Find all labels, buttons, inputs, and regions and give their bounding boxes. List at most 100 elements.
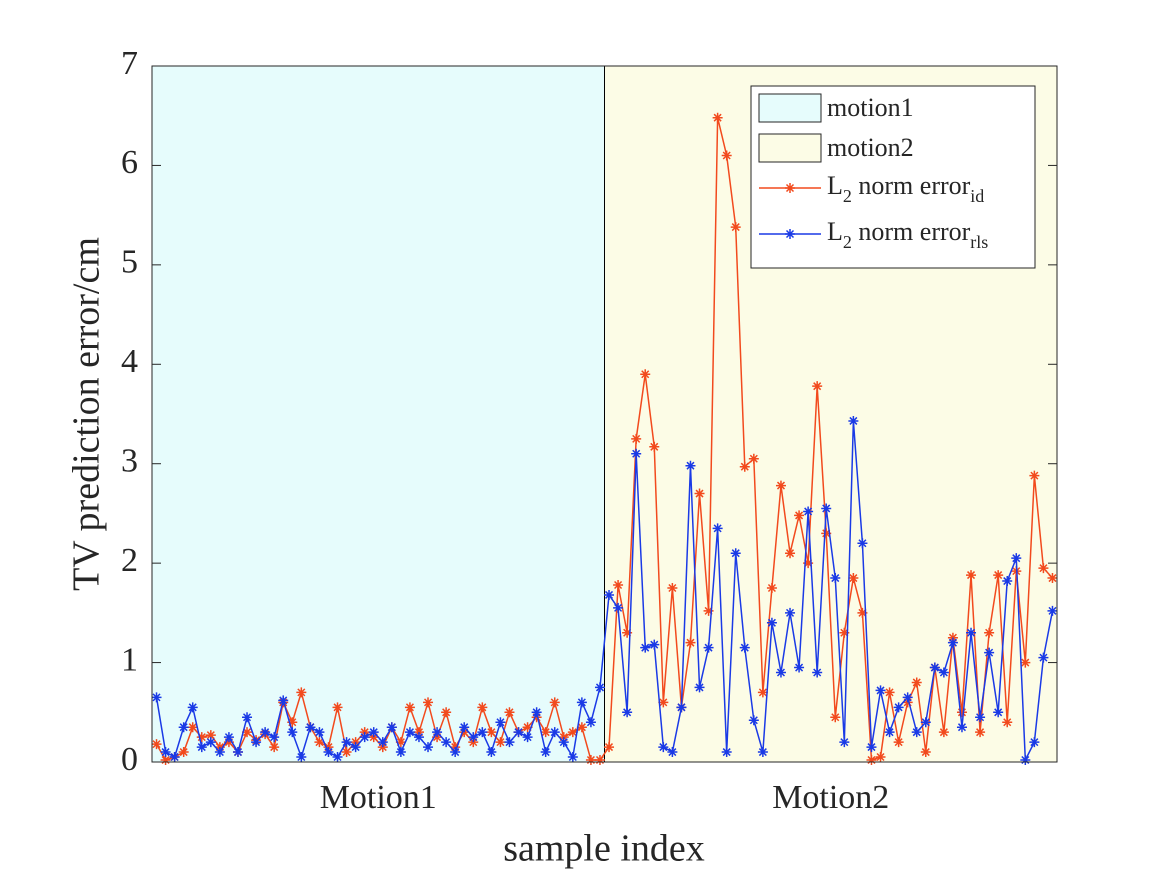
legend-swatch (758, 93, 822, 123)
marker (269, 732, 280, 743)
marker (350, 742, 361, 753)
marker (812, 381, 823, 392)
marker (585, 717, 596, 728)
marker (938, 727, 949, 738)
marker (975, 727, 986, 738)
marker (504, 737, 515, 748)
marker (920, 717, 931, 728)
marker (739, 461, 750, 472)
marker (404, 727, 415, 738)
y-tick-label: 5 (121, 244, 138, 281)
marker (260, 727, 271, 738)
marker (694, 488, 705, 499)
marker (803, 558, 814, 569)
marker (748, 453, 759, 464)
marker (1038, 652, 1049, 663)
marker (1011, 553, 1022, 564)
marker (703, 642, 714, 653)
legend-label-part: L (827, 171, 843, 200)
marker (775, 667, 786, 678)
marker (748, 715, 759, 726)
marker (803, 506, 814, 517)
marker (984, 627, 995, 638)
marker (857, 538, 868, 549)
marker (549, 727, 560, 738)
marker (984, 647, 995, 658)
marker (956, 707, 967, 718)
marker (947, 637, 958, 648)
legend-label: motion1 (827, 93, 914, 122)
x-tick-label: Motion1 (320, 779, 437, 816)
marker (495, 737, 506, 748)
marker (893, 737, 904, 748)
marker (911, 727, 922, 738)
marker (395, 747, 406, 758)
marker (196, 732, 207, 743)
marker (359, 732, 370, 743)
marker (423, 742, 434, 753)
marker (187, 702, 198, 713)
marker (712, 112, 723, 123)
marker (287, 727, 298, 738)
marker (160, 755, 171, 766)
marker (567, 752, 578, 763)
marker (676, 702, 687, 713)
marker (884, 727, 895, 738)
marker (902, 692, 913, 703)
marker (404, 702, 415, 713)
marker (730, 222, 741, 233)
legend-label: L2 norm errorid (827, 171, 984, 206)
marker (269, 742, 280, 753)
marker (966, 627, 977, 638)
marker (622, 707, 633, 718)
marker (649, 441, 660, 452)
marker (893, 702, 904, 713)
y-tick-label: 7 (121, 45, 138, 82)
marker (423, 697, 434, 708)
marker (667, 583, 678, 593)
marker (1038, 563, 1049, 574)
marker (1020, 755, 1031, 766)
marker (821, 503, 832, 514)
x-tick-label: Motion2 (772, 779, 889, 816)
y-tick-label: 2 (121, 542, 138, 579)
marker (929, 662, 940, 673)
marker (1002, 717, 1013, 728)
marker (477, 702, 488, 713)
marker (314, 737, 325, 748)
marker (1020, 657, 1031, 668)
marker (522, 732, 533, 743)
marker (649, 639, 660, 650)
marker (459, 722, 470, 733)
marker (712, 523, 723, 534)
marker (314, 727, 325, 738)
marker (522, 722, 533, 733)
y-tick-label: 6 (121, 144, 138, 181)
marker (631, 448, 642, 459)
marker (1047, 605, 1058, 616)
marker (486, 727, 497, 738)
marker (585, 755, 596, 766)
series-line (155, 117, 1054, 762)
marker (794, 662, 805, 673)
marker (857, 607, 868, 618)
marker (332, 702, 343, 713)
marker (341, 747, 352, 758)
marker (1029, 470, 1040, 481)
marker (468, 732, 479, 743)
marker (848, 415, 859, 426)
y-tick-label: 0 (121, 741, 138, 778)
marker (251, 737, 262, 748)
marker (504, 707, 515, 718)
marker (848, 573, 859, 584)
marker (866, 755, 877, 766)
marker (658, 697, 669, 708)
marker (830, 712, 841, 723)
legend-label-part: norm error (852, 171, 971, 200)
marker (604, 589, 615, 600)
marker (1029, 737, 1040, 748)
marker (151, 739, 162, 750)
marker (540, 727, 551, 738)
marker (576, 697, 587, 708)
